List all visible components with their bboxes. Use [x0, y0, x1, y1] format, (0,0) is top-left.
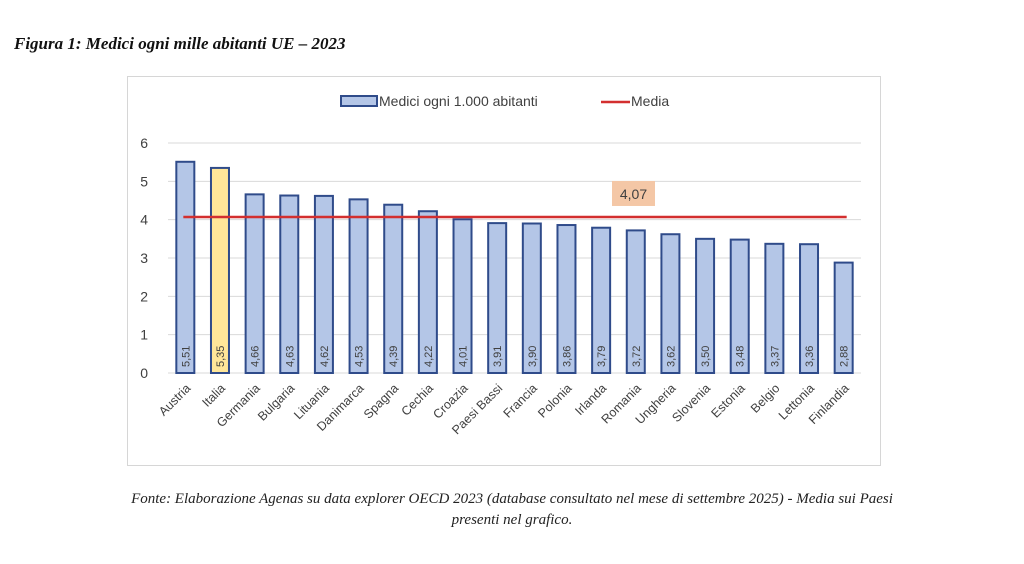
- bar-slovenia: [695, 237, 716, 374]
- bar-austria: [175, 160, 196, 374]
- bar-bulgaria: [279, 194, 300, 375]
- y-axis-ticks: 0 1 2 3 4 5 6: [140, 135, 148, 381]
- bar-belgio: [764, 242, 785, 374]
- bar-chart: 0 1 2 3 4 5 6 5,51 5,35 4,66 4,63 4,62 4,53 4,39 4,22…: [140, 93, 861, 437]
- mean-annotation-box: [612, 180, 655, 206]
- bar-value-label: 4,22: [423, 346, 435, 367]
- legend-label-bar: Medici ogni 1.000 abitanti: [379, 93, 538, 109]
- legend: Medici ogni 1.000 abitanti Media: [340, 93, 669, 109]
- bar-value-label: 3,91: [492, 346, 504, 367]
- bar-value-label: 3,37: [769, 346, 781, 367]
- mean-line-group: 4,07: [183, 180, 847, 219]
- legend-swatch-bar: [340, 95, 378, 107]
- x-tick-label: Estonia: [708, 381, 747, 420]
- bar-paesi-bassi: [487, 222, 508, 374]
- source-note-line-2: presenti nel grafico.: [451, 512, 573, 528]
- x-axis-labels: Austria ItaliaGermaniaBulgariaLituaniaDan…: [156, 381, 852, 437]
- bar-polonia: [556, 224, 577, 374]
- bar-value-label: 3,36: [804, 346, 816, 367]
- bar-lituania: [313, 194, 334, 375]
- bar-value-label: 4,63: [284, 346, 296, 367]
- legend-label-mean: Media: [631, 93, 669, 109]
- bar-value-label: 3,90: [527, 346, 539, 367]
- bar-value-label: 3,48: [735, 346, 747, 367]
- y-tick-label: 4: [140, 212, 148, 228]
- bar-spagna: [383, 203, 404, 375]
- bar-value-label: 4,01: [458, 346, 470, 367]
- bar-value-label: 3,62: [665, 346, 677, 367]
- x-tick-label: Polonia: [535, 381, 574, 420]
- x-tick-label: Spagna: [361, 381, 401, 421]
- bar-lettonia: [799, 243, 820, 374]
- bar-value-label: 4,66: [250, 346, 262, 367]
- bar-value-label: 2,88: [839, 346, 851, 367]
- bar-danimarca: [348, 198, 369, 374]
- bar-value-label: 3,50: [700, 346, 712, 367]
- source-note-line-1: Fonte: Elaborazione Agenas su data explo…: [131, 491, 893, 507]
- source-note: Fonte: Elaborazione Agenas su data explo…: [0, 489, 1024, 531]
- bar-value-label: 3,86: [561, 346, 573, 367]
- y-tick-label: 0: [140, 365, 148, 381]
- x-tick-label: Italia: [200, 381, 229, 410]
- bar-value-label: 4,39: [388, 346, 400, 367]
- bar-germania: [244, 193, 265, 374]
- bar-italia: [209, 166, 230, 374]
- bar-value-label: 4,53: [354, 346, 366, 367]
- bar-value-label: 3,79: [596, 346, 608, 367]
- x-tick-label: Bulgaria: [255, 381, 297, 423]
- bar-value-label: 5,35: [215, 346, 227, 367]
- y-tick-label: 6: [140, 135, 148, 151]
- bar-value-label: 5,51: [180, 346, 192, 367]
- x-tick-label: Francia: [501, 381, 540, 420]
- bar-estonia: [729, 238, 750, 374]
- bar-cechia: [417, 210, 438, 374]
- bar-finlandia: [833, 261, 854, 375]
- y-tick-label: 2: [140, 288, 148, 304]
- bar-value-label: 4,62: [319, 346, 331, 367]
- y-tick-label: 5: [140, 173, 148, 189]
- bar-value-label: 3,72: [631, 346, 643, 367]
- bars: 5,51 5,35 4,66 4,63 4,62 4,53 4,39 4,22 4,01 3,91…: [175, 160, 854, 375]
- gridlines: [168, 142, 861, 374]
- y-tick-label: 3: [140, 250, 148, 266]
- figure-title: Figura 1: Medici ogni mille abitanti UE …: [14, 34, 346, 53]
- mean-annotation-label: 4,07: [620, 186, 647, 202]
- x-tick-label: Slovenia: [669, 381, 713, 425]
- bar-francia: [521, 222, 542, 374]
- bar-romania: [625, 229, 646, 374]
- x-tick-label: Austria: [156, 381, 193, 418]
- y-tick-label: 1: [140, 327, 148, 343]
- bar-irlanda: [591, 226, 612, 374]
- bar-croazia: [452, 218, 473, 374]
- bar-ungheria: [660, 233, 681, 374]
- chart-frame: 0 1 2 3 4 5 6 5,51 5,35 4,66 4,63 4,62 4,53 4,39 4,22…: [127, 76, 881, 466]
